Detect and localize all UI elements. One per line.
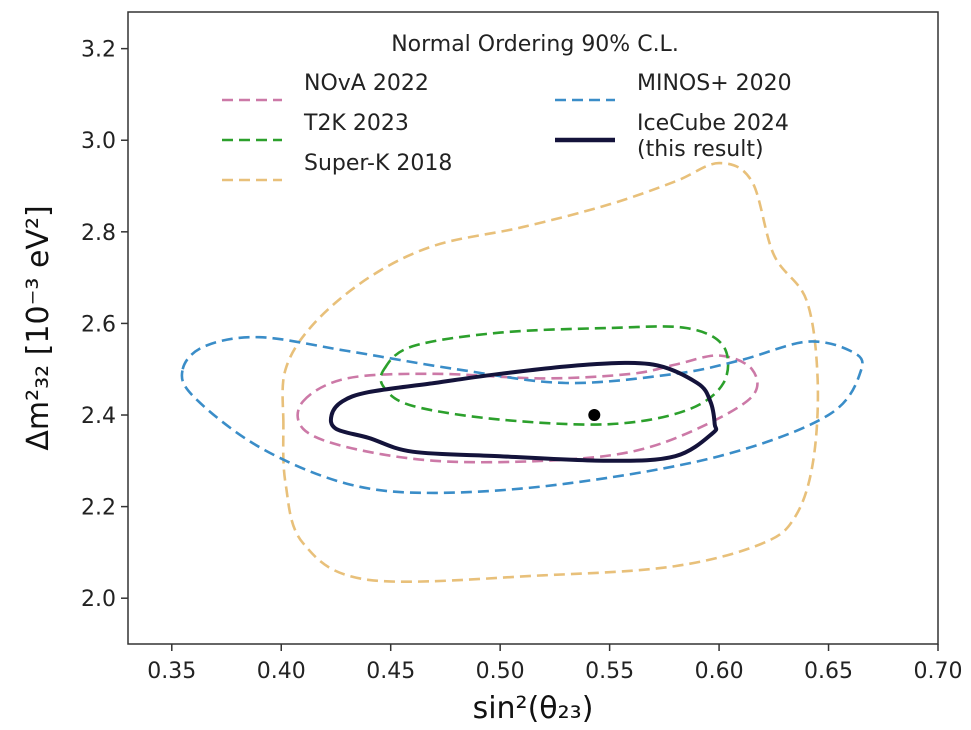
legend-label-icecube-2024: IceCube 2024 (this result) [637,111,789,162]
x-tick-label: 0.65 [804,659,853,684]
legend-label-t2k-2023: T2K 2023 [303,111,409,136]
x-tick-label: 0.70 [914,659,963,684]
y-axis: 2.0 2.2 2.4 2.6 2.8 3.0 3.2 [81,38,128,612]
y-tick-label: 2.2 [81,496,116,521]
contour-icecube-2024 [328,360,719,463]
x-tick-label: 0.55 [585,659,634,684]
x-tick-label: 0.35 [147,659,196,684]
legend-label-super-k-2018: Super-K 2018 [304,151,452,176]
x-tick-label: 0.50 [476,659,525,684]
x-tick-label: 0.40 [257,659,306,684]
legend-entries: NOvA 2022 T2K 2023 Super-K 2018 MINOS+ 2020… [222,71,792,182]
plot-frame [127,11,939,645]
contour-nova-2022 [296,354,759,464]
y-tick-label: 2.6 [81,312,116,337]
legend-label-nova-2022: NOvA 2022 [304,71,429,96]
y-tick-label: 3.0 [81,129,116,154]
x-axis: 0.35 0.40 0.45 0.50 0.55 0.60 0.65 0.70 [147,644,962,684]
x-tick-label: 0.60 [695,659,744,684]
legend-label-minos-2020: MINOS+ 2020 [637,71,792,96]
legend: Normal Ordering 90% C.L. NOvA 2022 T2K 20… [222,32,792,182]
legend-title: Normal Ordering 90% C.L. [391,32,679,57]
y-tick-label: 2.0 [81,587,116,612]
best-fit-group [588,409,601,422]
contour-super-k-2018 [281,161,820,584]
x-tick-label: 0.45 [366,659,415,684]
contour-t2k-2023 [379,325,730,426]
contours-group [180,161,864,584]
y-tick-label: 2.8 [81,221,116,246]
y-axis-label: Δm²₃₂ [10⁻³ eV²] [21,205,56,450]
y-tick-label: 2.4 [81,404,116,429]
contour-minos-2020 [180,335,864,495]
x-axis-label: sin²(θ₂₃) [473,691,594,726]
y-tick-label: 3.2 [81,38,116,63]
best-fit-point [588,409,601,422]
